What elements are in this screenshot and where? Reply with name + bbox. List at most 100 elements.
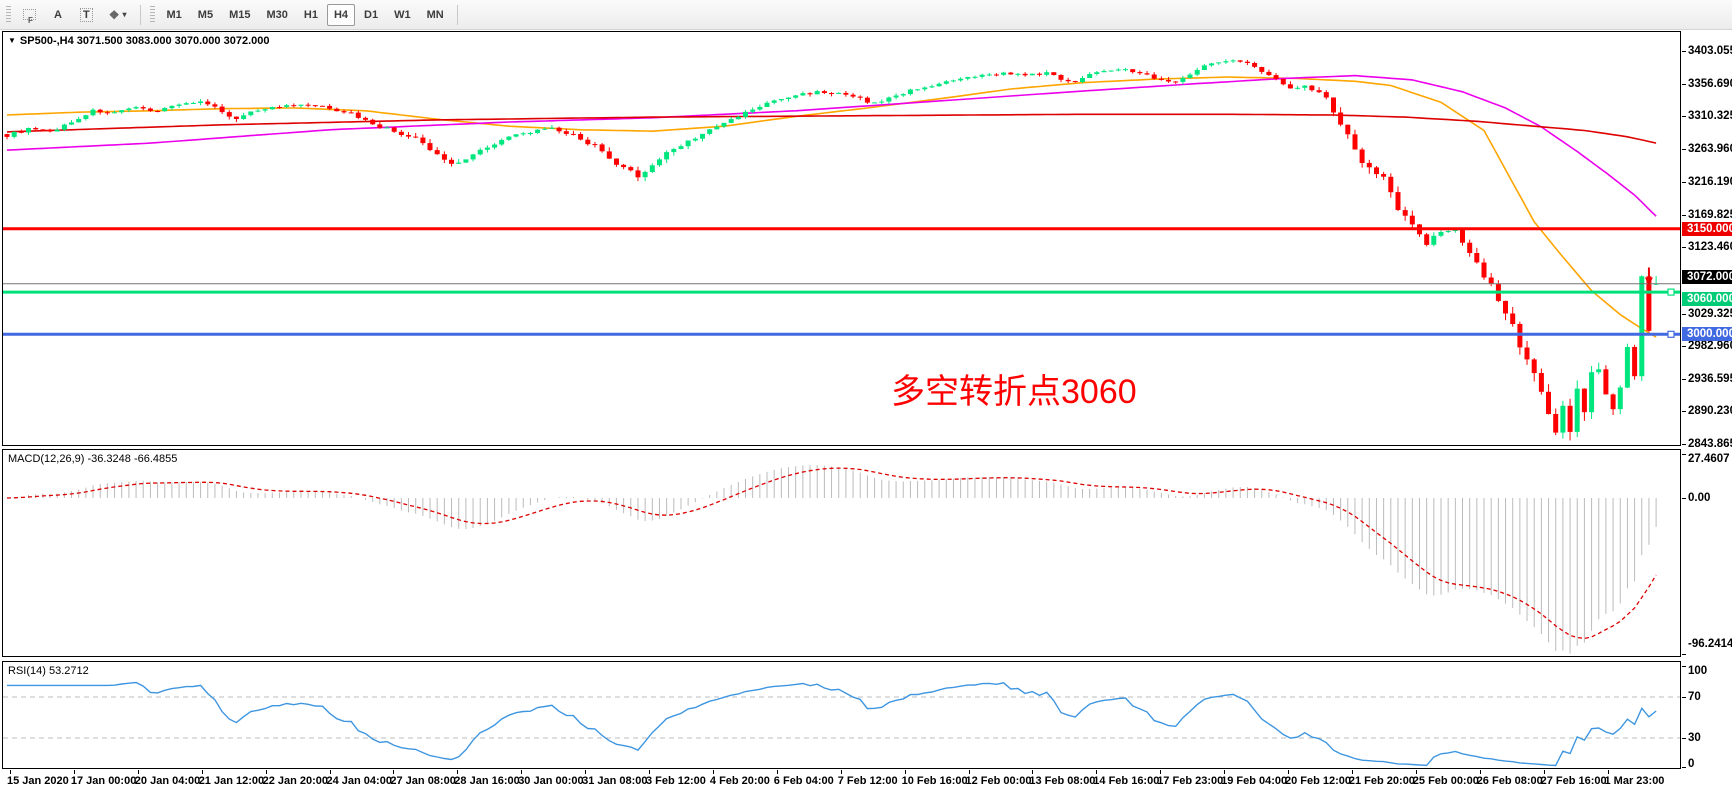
candle [800, 93, 806, 96]
price-line-label-3060.000[interactable]: 3060.000 [1682, 292, 1732, 307]
time-axis-label: 4 Feb 20:00 [709, 775, 770, 787]
candle [1366, 162, 1372, 168]
candle [420, 137, 426, 144]
candle [728, 119, 734, 123]
main-price-pane[interactable]: ▼ SP500-,H4 3071.500 3083.000 3070.000 30… [2, 31, 1681, 446]
candle [1560, 405, 1566, 433]
font-grid-button[interactable]: F [16, 4, 43, 26]
time-axis-label: 20 Feb 12:00 [1285, 775, 1352, 787]
time-tick-mark [73, 770, 75, 774]
toolbar-separator [139, 4, 141, 25]
candle [1596, 369, 1602, 373]
candle [1646, 276, 1652, 331]
toolbar-grip[interactable] [6, 5, 11, 24]
price-line-label-3072.000[interactable]: 3072.000 [1682, 269, 1732, 284]
candle [786, 97, 791, 99]
candle [915, 89, 921, 91]
candle [850, 94, 856, 97]
price-line-label-3150.000[interactable]: 3150.000 [1682, 221, 1732, 236]
candle [1338, 112, 1344, 125]
candle [284, 105, 290, 107]
candle [1101, 71, 1107, 73]
timeframe-button-d1[interactable]: D1 [357, 4, 385, 26]
candle [1302, 85, 1308, 88]
timeframe-button-m30[interactable]: M30 [259, 4, 294, 26]
candle [226, 112, 232, 117]
toolbar-grip[interactable] [149, 5, 155, 24]
rsi-pane[interactable]: RSI(14) 53.2712 [2, 661, 1681, 769]
time-axis-label: 22 Jan 20:00 [262, 775, 329, 787]
candle [1065, 79, 1071, 82]
chevron-down-icon: ▾ [122, 10, 127, 19]
candle [1194, 69, 1200, 75]
ma-fast-orange[interactable] [6, 76, 1657, 338]
axis-tick-mark [1682, 443, 1686, 445]
time-axis-label: 10 Feb 16:00 [901, 775, 968, 787]
rsi-plot[interactable] [3, 662, 1680, 768]
candle [1295, 87, 1301, 89]
axis-tick-mark [1682, 653, 1686, 655]
candle [972, 76, 978, 78]
line-handle[interactable] [1667, 330, 1675, 338]
ma-slow-red[interactable] [6, 113, 1657, 144]
rsi-label: RSI(14) 53.2712 [8, 665, 89, 677]
time-tick-mark [776, 770, 778, 774]
arrow-objects-button[interactable]: ❖ ▾ [102, 4, 134, 26]
timeframe-button-h1[interactable]: H1 [297, 4, 325, 26]
candle [807, 93, 813, 95]
candle [133, 107, 139, 109]
candle [1266, 71, 1272, 76]
timeframe-button-m5[interactable]: M5 [191, 4, 220, 26]
candle [1603, 369, 1609, 395]
macd-plot[interactable] [3, 450, 1680, 656]
time-axis-label: 28 Jan 16:00 [454, 775, 520, 787]
candle [391, 127, 397, 132]
candle [1259, 67, 1265, 72]
macd-signal-line [6, 467, 1657, 640]
chart-text-annotation[interactable]: 多空转折点3060 [891, 373, 1137, 411]
candle [1524, 347, 1530, 360]
time-tick-mark [904, 770, 906, 774]
candle [212, 104, 218, 107]
time-tick-mark [1607, 770, 1609, 774]
time-axis-label: 26 Feb 08:00 [1476, 775, 1543, 787]
text-label-button[interactable]: A [45, 4, 71, 26]
collapse-triangle-icon[interactable]: ▼ [8, 36, 16, 45]
candle [112, 112, 117, 114]
timeframe-button-h4[interactable]: H4 [326, 3, 356, 26]
price-line-label-3000.000[interactable]: 3000.000 [1682, 327, 1732, 342]
axis-tick-mark [1682, 214, 1686, 216]
timeframe-button-w1[interactable]: W1 [387, 4, 418, 26]
candle [155, 111, 161, 112]
candle [943, 81, 949, 84]
time-axis-label: 31 Jan 08:00 [582, 775, 648, 787]
price-axis[interactable]: 3403.055 3356.690 3310.325 3263.960 3216.190… [1682, 30, 1732, 790]
timeframe-button-m15[interactable]: M15 [222, 4, 257, 26]
price-lines[interactable] [3, 227, 1680, 338]
time-tick-mark [521, 770, 523, 774]
candle [434, 150, 440, 155]
candle [657, 159, 662, 166]
candle [1223, 61, 1229, 63]
time-axis-label: 17 Jan 00:00 [70, 775, 137, 787]
candle [248, 111, 254, 116]
candle [1244, 61, 1250, 63]
text-box-button[interactable]: T [73, 4, 100, 26]
timeframe-button-mn[interactable]: MN [420, 4, 451, 26]
candle [4, 134, 10, 137]
sell-arrow-marker[interactable] [1644, 267, 1653, 286]
timeframe-button-m1[interactable]: M1 [160, 4, 189, 26]
time-axis-label: 1 Mar 23:00 [1604, 775, 1665, 787]
time-axis[interactable]: 15 Jan 2020 17 Jan 00:00 20 Jan 04:00 21 Ja… [2, 770, 1681, 790]
candle [1323, 92, 1329, 98]
price-tick-label: 27.4607 [1688, 453, 1730, 465]
axis-tick-mark [1682, 453, 1686, 455]
macd-pane[interactable]: MACD(12,26,9) -36.3248 -66.4855 [2, 449, 1681, 657]
candle [879, 101, 885, 103]
ma-mid-magenta[interactable] [6, 74, 1657, 217]
candle [1044, 72, 1050, 75]
line-handle[interactable] [1667, 288, 1675, 296]
candle [1201, 65, 1207, 70]
candle [1144, 73, 1150, 75]
main-chart-plot[interactable] [3, 32, 1680, 445]
